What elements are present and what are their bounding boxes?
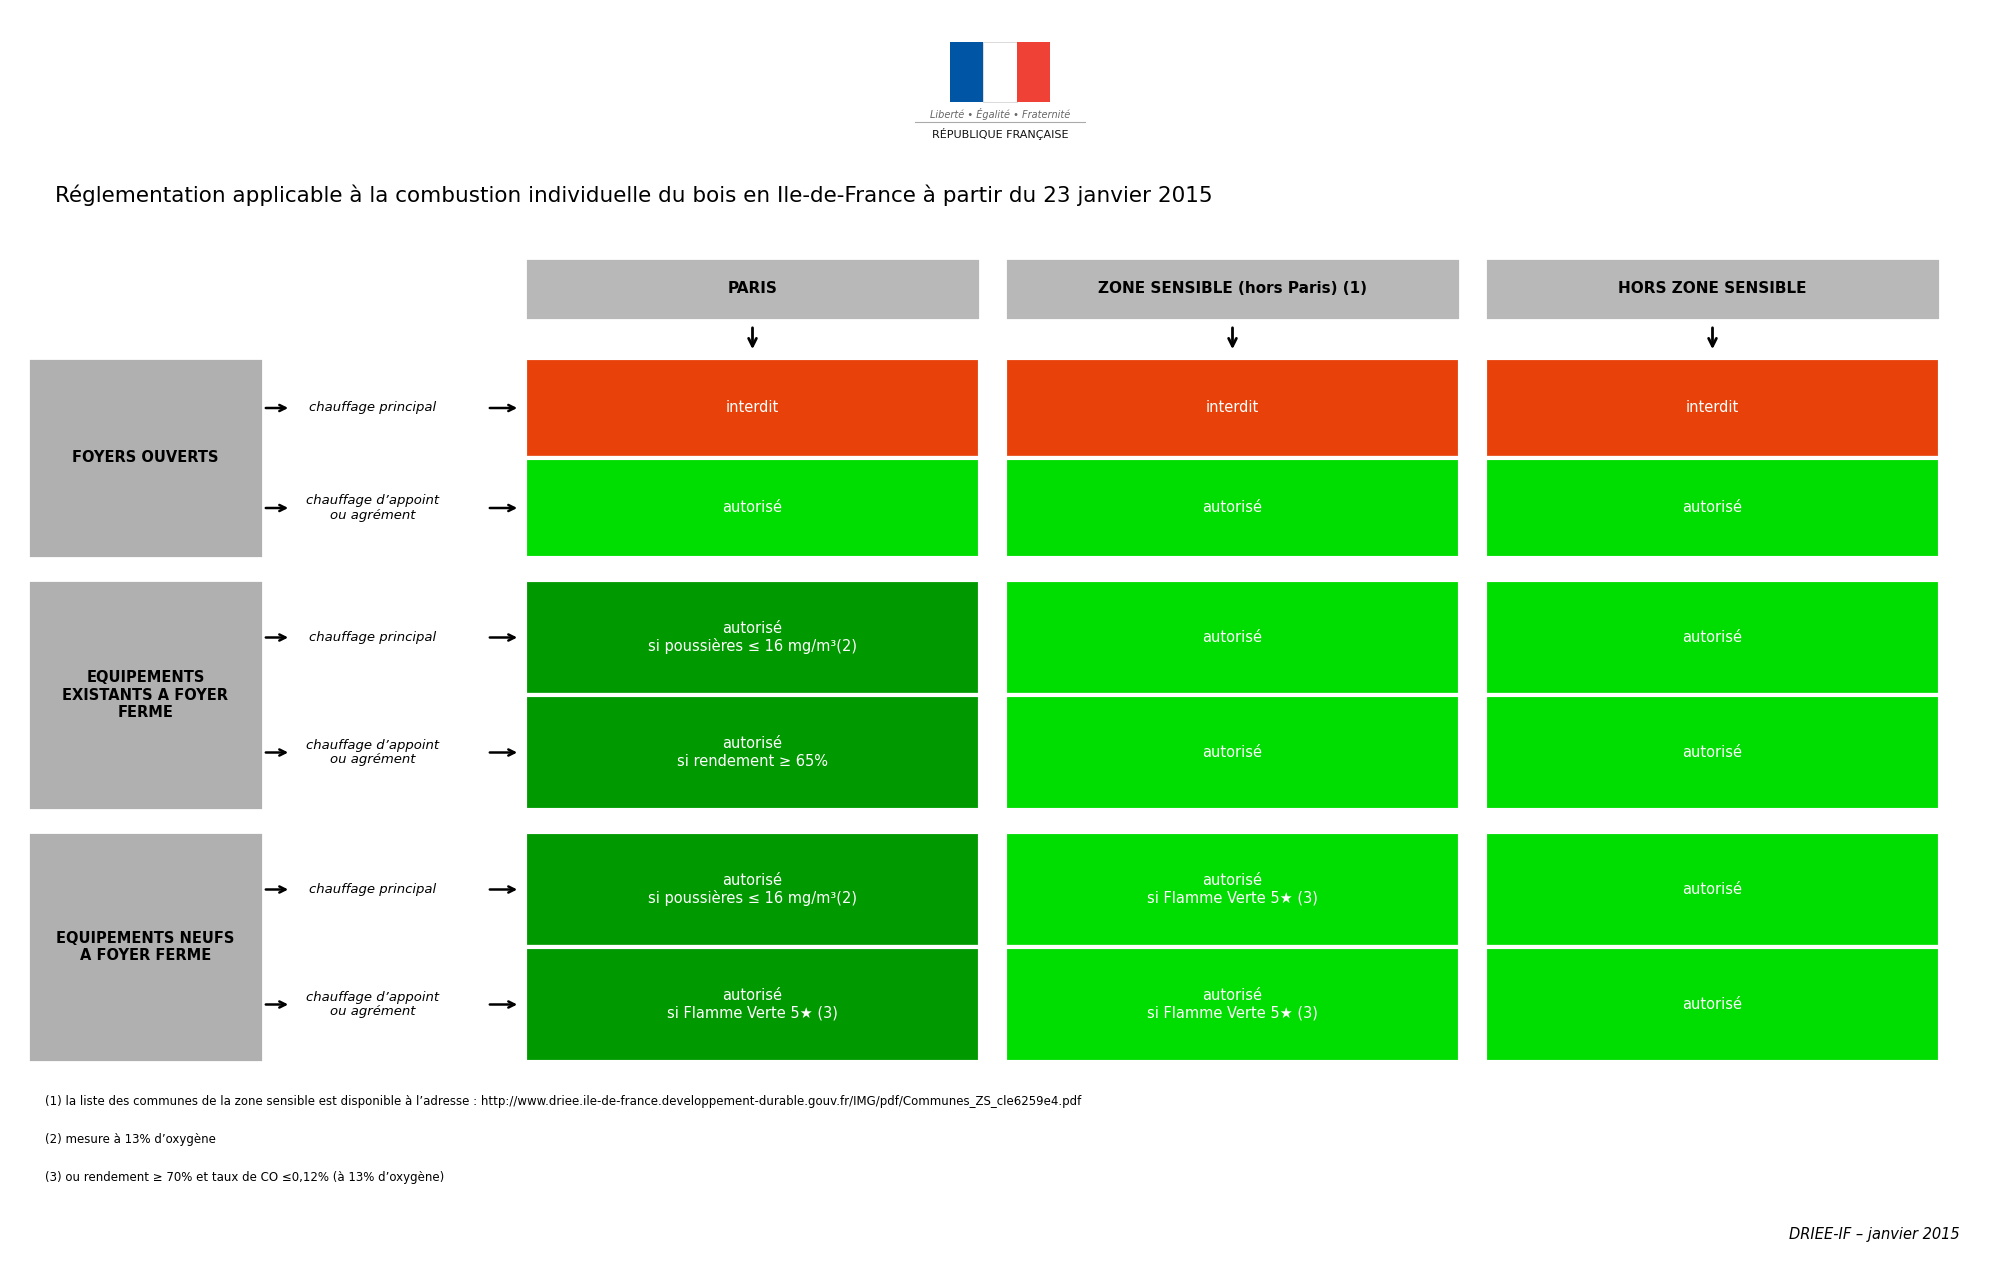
Bar xyxy=(1484,946,1940,1062)
Bar xyxy=(1484,258,1940,321)
Text: EQUIPEMENTS NEUFS
A FOYER FERME: EQUIPEMENTS NEUFS A FOYER FERME xyxy=(56,931,234,963)
Text: autorisé: autorisé xyxy=(1682,500,1742,516)
Bar xyxy=(524,946,980,1062)
Bar xyxy=(984,42,1016,103)
Text: (2) mesure à 13% d’oxygène: (2) mesure à 13% d’oxygène xyxy=(44,1133,216,1145)
Text: Liberté • Égalité • Fraternité: Liberté • Égalité • Fraternité xyxy=(930,108,1070,120)
Bar xyxy=(28,580,264,810)
Text: ZONE SENSIBLE (hors Paris) (1): ZONE SENSIBLE (hors Paris) (1) xyxy=(1098,281,1368,296)
Bar xyxy=(1006,457,1460,557)
Text: autorisé
si poussières ≤ 16 mg/m³(2): autorisé si poussières ≤ 16 mg/m³(2) xyxy=(648,873,856,906)
Text: autorisé
si poussières ≤ 16 mg/m³(2): autorisé si poussières ≤ 16 mg/m³(2) xyxy=(648,621,856,654)
Text: autorisé: autorisé xyxy=(1682,997,1742,1012)
Bar xyxy=(1006,258,1460,321)
Bar xyxy=(1484,696,1940,810)
Bar xyxy=(524,696,980,810)
Text: autorisé: autorisé xyxy=(1682,745,1742,760)
Text: autorisé
si Flamme Verte 5★ (3): autorisé si Flamme Verte 5★ (3) xyxy=(1148,988,1318,1021)
Bar xyxy=(524,580,980,696)
Text: autorisé: autorisé xyxy=(1202,745,1262,760)
Text: chauffage principal: chauffage principal xyxy=(310,402,436,414)
Bar xyxy=(524,832,980,946)
Bar xyxy=(1484,457,1940,557)
Bar xyxy=(524,258,980,321)
Text: chauffage d’appoint
ou agrément: chauffage d’appoint ou agrément xyxy=(306,991,440,1019)
Text: autorisé
si Flamme Verte 5★ (3): autorisé si Flamme Verte 5★ (3) xyxy=(668,988,838,1021)
Text: autorisé: autorisé xyxy=(1202,500,1262,516)
Text: Réglementation applicable à la combustion individuelle du bois en Ile-de-France : Réglementation applicable à la combustio… xyxy=(56,184,1212,205)
Bar xyxy=(28,359,264,557)
Text: interdit: interdit xyxy=(1206,400,1260,416)
Text: PARIS: PARIS xyxy=(728,281,778,296)
Bar xyxy=(1006,580,1460,696)
Text: autorisé: autorisé xyxy=(1682,630,1742,645)
Bar xyxy=(524,457,980,557)
Text: interdit: interdit xyxy=(1686,400,1740,416)
Text: autorisé
si rendement ≥ 65%: autorisé si rendement ≥ 65% xyxy=(676,736,828,769)
Bar xyxy=(1484,580,1940,696)
Bar xyxy=(524,359,980,457)
Bar xyxy=(28,832,264,1062)
Text: FOYERS OUVERTS: FOYERS OUVERTS xyxy=(72,451,218,465)
Text: RÉPUBLIQUE FRANÇAISE: RÉPUBLIQUE FRANÇAISE xyxy=(932,128,1068,139)
Text: DRIEE-IF – janvier 2015: DRIEE-IF – janvier 2015 xyxy=(1790,1228,1960,1243)
Text: chauffage principal: chauffage principal xyxy=(310,883,436,896)
Bar xyxy=(1006,946,1460,1062)
Text: (3) ou rendement ≥ 70% et taux de CO ≤0,12% (à 13% d’oxygène): (3) ou rendement ≥ 70% et taux de CO ≤0,… xyxy=(44,1171,444,1183)
Bar xyxy=(1006,359,1460,457)
Text: chauffage principal: chauffage principal xyxy=(310,631,436,644)
Text: autorisé: autorisé xyxy=(722,500,782,516)
Text: autorisé: autorisé xyxy=(1202,630,1262,645)
Bar xyxy=(1006,696,1460,810)
Text: autorisé
si Flamme Verte 5★ (3): autorisé si Flamme Verte 5★ (3) xyxy=(1148,873,1318,906)
Bar xyxy=(1006,832,1460,946)
Bar xyxy=(1484,359,1940,457)
Bar xyxy=(1016,42,1050,103)
Text: chauffage d’appoint
ou agrément: chauffage d’appoint ou agrément xyxy=(306,739,440,767)
Text: chauffage d’appoint
ou agrément: chauffage d’appoint ou agrément xyxy=(306,494,440,522)
Text: autorisé: autorisé xyxy=(1682,882,1742,897)
Bar xyxy=(1484,832,1940,946)
Text: interdit: interdit xyxy=(726,400,780,416)
Bar xyxy=(950,42,984,103)
Text: HORS ZONE SENSIBLE: HORS ZONE SENSIBLE xyxy=(1618,281,1806,296)
Text: (1) la liste des communes de la zone sensible est disponible à l’adresse : http:: (1) la liste des communes de la zone sen… xyxy=(44,1095,1082,1109)
Text: EQUIPEMENTS
EXISTANTS A FOYER
FERME: EQUIPEMENTS EXISTANTS A FOYER FERME xyxy=(62,670,228,720)
